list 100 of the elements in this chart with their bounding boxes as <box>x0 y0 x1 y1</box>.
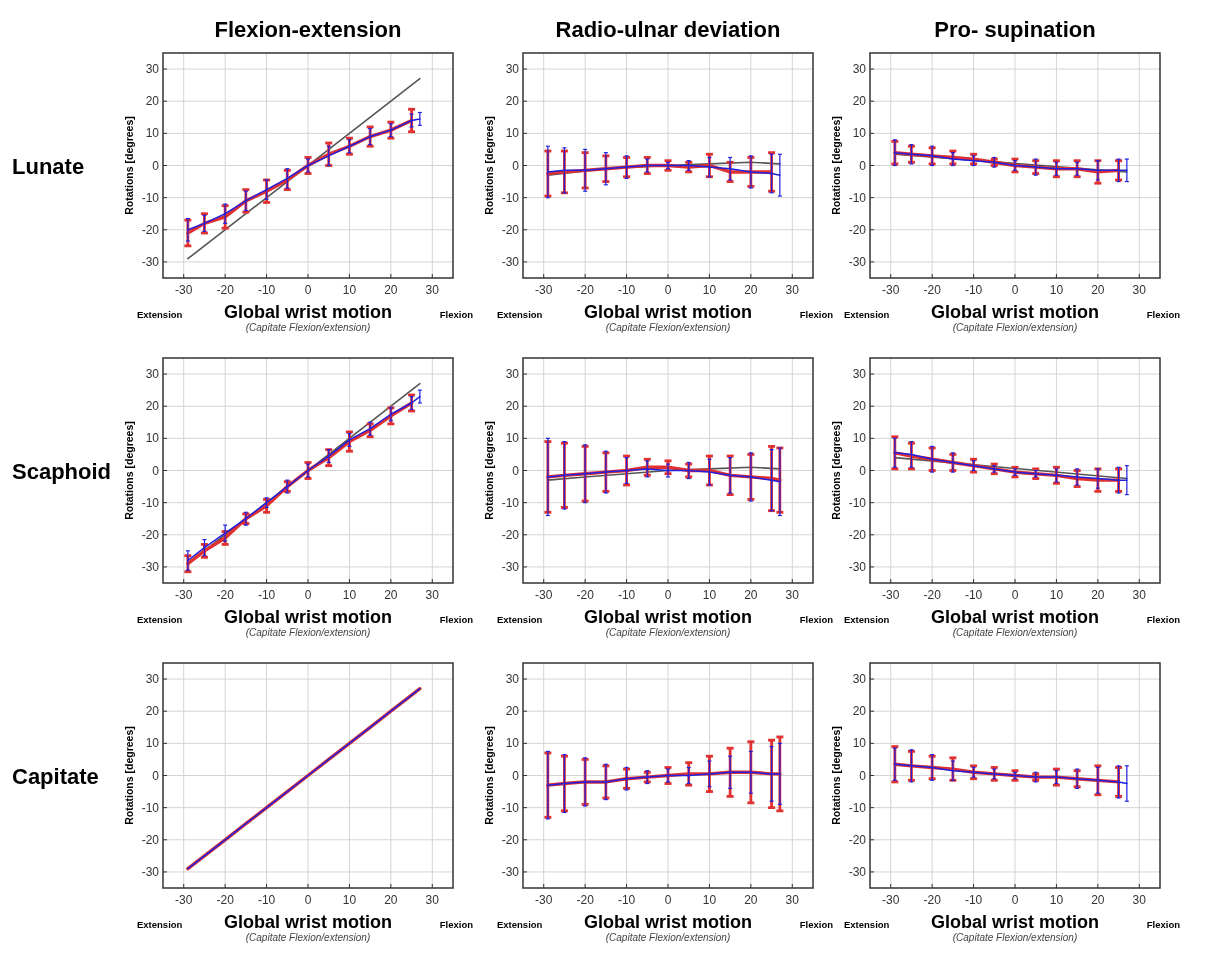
y-tick-label: 20 <box>505 94 520 109</box>
chart-title: Radio-ulnar deviation <box>555 17 781 42</box>
y-tick-label: 30 <box>145 367 160 382</box>
x-tick-label: 10 <box>1049 893 1064 907</box>
y-tick-label: -30 <box>141 864 160 879</box>
text: Extension <box>844 614 890 625</box>
y-tick-label: -30 <box>848 559 867 574</box>
x-tick-label: 0 <box>664 283 672 297</box>
y-axis-title: Rotations [degrees] <box>830 421 842 520</box>
y-tick-label: 20 <box>505 704 520 719</box>
y-tick-label: -30 <box>848 254 867 269</box>
x-tick-label: -20 <box>576 893 595 907</box>
y-tick-label: 0 <box>152 463 160 478</box>
text: Flexion <box>799 919 834 930</box>
x-tick-label: -10 <box>257 283 276 297</box>
y-tick-label: -20 <box>141 222 160 237</box>
x-tick-label: 10 <box>342 893 357 907</box>
x-tick-label: 10 <box>1049 283 1064 297</box>
y-tick-label: -10 <box>141 800 160 815</box>
x-axis-title: Global wrist motion <box>583 912 753 932</box>
x-tick-label: 0 <box>664 588 672 602</box>
y-tick-label: 0 <box>512 463 520 478</box>
x-tick-label: -10 <box>617 588 636 602</box>
x-axis-title: Global wrist motion <box>223 607 393 627</box>
y-tick-label: 30 <box>145 62 160 77</box>
y-tick-label: -20 <box>501 222 520 237</box>
chart-title: Flexion-extension <box>214 17 402 42</box>
y-tick-label: 30 <box>505 367 520 382</box>
x-tick-label: 20 <box>1091 588 1105 602</box>
text: Capitate <box>12 763 99 789</box>
x-tick-label: 20 <box>384 893 398 907</box>
x-tick-label: -30 <box>882 588 900 602</box>
x-tick-label: -30 <box>882 893 900 907</box>
x-tick-label: 30 <box>785 283 800 297</box>
text: Extension <box>497 919 543 930</box>
x-tick-label: 30 <box>785 893 800 907</box>
x-tick-label: 10 <box>702 588 717 602</box>
y-tick-label: 0 <box>152 158 160 173</box>
y-tick-label: 30 <box>852 672 867 687</box>
y-tick-label: 20 <box>852 94 867 109</box>
y-axis-title: Rotations [degrees] <box>123 421 135 520</box>
x-tick-label: 10 <box>342 283 357 297</box>
x-tick-label: -20 <box>576 588 595 602</box>
x-axis-title: Global wrist motion <box>583 607 753 627</box>
y-tick-label: 30 <box>852 62 867 77</box>
x-tick-label: -30 <box>535 588 553 602</box>
text: Extension <box>844 309 890 320</box>
y-tick-label: -30 <box>141 559 160 574</box>
y-tick-label: 20 <box>145 399 160 414</box>
y-tick-label: -20 <box>848 222 867 237</box>
y-tick-label: -10 <box>501 800 520 815</box>
text: (Capitate Flexion/extension) <box>952 322 1078 333</box>
x-tick-label: -20 <box>216 283 235 297</box>
x-tick-label: -30 <box>175 893 193 907</box>
x-axis-title: Global wrist motion <box>223 912 393 932</box>
y-tick-label: 10 <box>505 736 520 751</box>
y-axis-title: Rotations [degrees] <box>483 726 495 825</box>
text: Extension <box>137 309 183 320</box>
text: Extension <box>844 919 890 930</box>
text: (Capitate Flexion/extension) <box>952 932 1078 943</box>
x-tick-label: -30 <box>535 893 553 907</box>
y-tick-label: -30 <box>501 864 520 879</box>
text: Flexion <box>799 614 834 625</box>
x-tick-label: 10 <box>702 283 717 297</box>
y-tick-label: -10 <box>848 800 867 815</box>
y-tick-label: -10 <box>848 495 867 510</box>
text: Scaphoid <box>12 458 112 484</box>
x-tick-label: 0 <box>664 893 672 907</box>
y-tick-label: 20 <box>145 704 160 719</box>
y-tick-label: -10 <box>141 495 160 510</box>
x-axis-title: Global wrist motion <box>583 302 753 322</box>
x-tick-label: 30 <box>425 588 440 602</box>
text: Flexion <box>439 309 474 320</box>
y-tick-label: -30 <box>141 254 160 269</box>
x-axis-title: Global wrist motion <box>930 302 1100 322</box>
x-tick-label: -10 <box>257 588 276 602</box>
x-tick-label: -20 <box>923 893 942 907</box>
y-tick-label: 10 <box>852 431 867 446</box>
x-tick-label: -30 <box>535 283 553 297</box>
x-tick-label: -10 <box>964 588 983 602</box>
y-axis-title: Rotations [degrees] <box>483 421 495 520</box>
y-axis-title: Rotations [degrees] <box>830 726 842 825</box>
x-tick-label: 30 <box>1132 283 1147 297</box>
x-tick-label: 10 <box>1049 588 1064 602</box>
x-tick-label: -10 <box>617 893 636 907</box>
y-tick-label: -20 <box>501 527 520 542</box>
text: Flexion <box>439 614 474 625</box>
y-tick-label: -30 <box>501 559 520 574</box>
text: (Capitate Flexion/extension) <box>245 932 371 943</box>
y-tick-label: 30 <box>852 367 867 382</box>
y-tick-label: -20 <box>141 527 160 542</box>
y-axis-title: Rotations [degrees] <box>123 116 135 215</box>
y-tick-label: 0 <box>859 158 867 173</box>
y-tick-label: -10 <box>501 495 520 510</box>
x-tick-label: 30 <box>425 893 440 907</box>
y-tick-label: -20 <box>141 832 160 847</box>
y-tick-label: 30 <box>505 672 520 687</box>
text: Flexion <box>439 919 474 930</box>
y-tick-label: -30 <box>848 864 867 879</box>
text: (Capitate Flexion/extension) <box>605 932 731 943</box>
